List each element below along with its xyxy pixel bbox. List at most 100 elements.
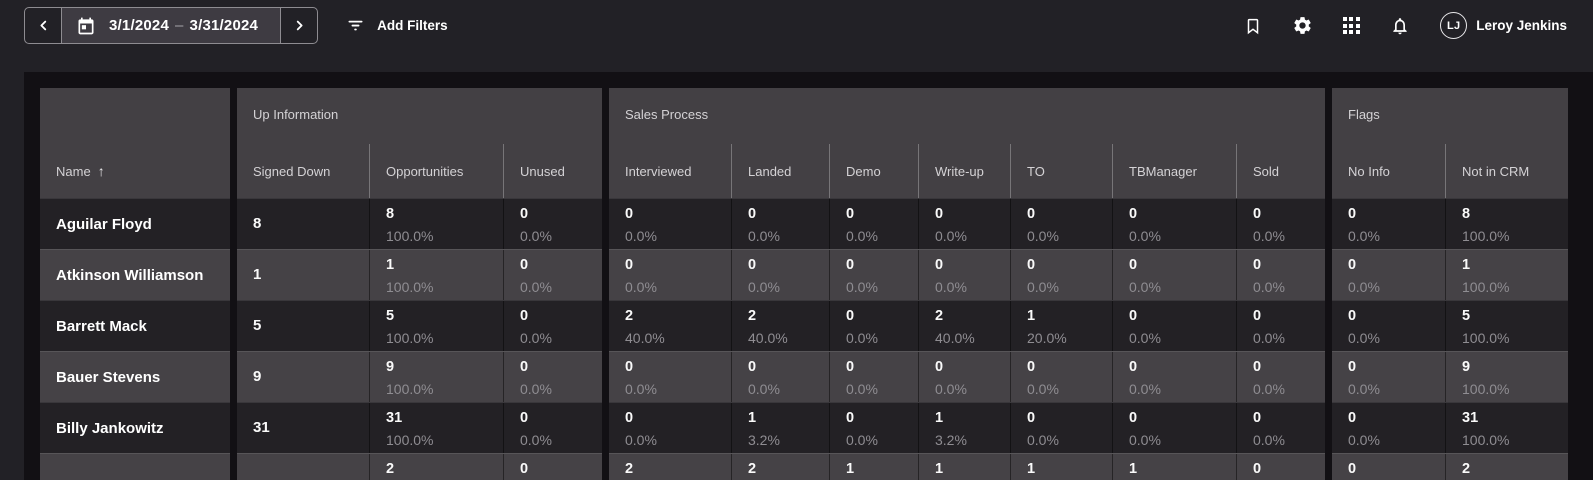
table-row[interactable]: 0 0.0% 5 100.0% [1332, 300, 1568, 351]
table-row[interactable]: 0 0.0% 0 0.0% 0 0.0% 0 0.0% 0 0.0% 0 0.0% 0 0.0% [609, 351, 1325, 402]
column-header-landed[interactable]: Landed [731, 144, 829, 198]
date-prev-button[interactable] [25, 8, 61, 43]
cell-value: 0 [1253, 410, 1262, 426]
cell-percent: 0.0% [748, 381, 780, 397]
table-row[interactable]: 0 0.0% 8 100.0% [1332, 198, 1568, 249]
cell-percent: 0.0% [1129, 330, 1161, 346]
cell-percent: 0.0% [625, 279, 657, 295]
cell-percent: 0.0% [1348, 228, 1380, 244]
cell-value: 0 [1348, 461, 1357, 477]
column-header-unused[interactable]: Unused [503, 144, 602, 198]
cell-value: 8 [253, 215, 262, 232]
cell-interviewed: 2 [609, 454, 731, 480]
table-row[interactable]: Barrett Mack [40, 300, 230, 351]
cell-write-up: 1 [918, 454, 1010, 480]
cell-percent: 100.0% [1462, 381, 1510, 397]
cell-value: 0 [846, 257, 855, 273]
cell-value: 0 [1253, 257, 1262, 273]
table-row[interactable]: 8 8 100.0% 0 0.0% [237, 198, 602, 249]
table-row[interactable]: Atkinson Williamson [40, 249, 230, 300]
cell-value: 0 [748, 206, 757, 222]
column-header-to[interactable]: TO [1010, 144, 1112, 198]
cell-value: 2 [625, 461, 634, 477]
column-header-name[interactable]: Name ↑ [40, 144, 230, 198]
cell-to: 1 20.0% [1010, 301, 1112, 351]
table-row[interactable] [40, 453, 230, 480]
cell-percent: 100.0% [1462, 228, 1510, 244]
settings-button[interactable] [1290, 14, 1314, 38]
column-header-sold[interactable]: Sold [1236, 144, 1325, 198]
cell-sold: 0 0.0% [1236, 301, 1325, 351]
avatar: LJ [1440, 12, 1468, 39]
avatar-initials: LJ [1446, 19, 1461, 32]
cell-sold: 0 0.0% [1236, 403, 1325, 453]
column-header-opportunities[interactable]: Opportunities [369, 144, 503, 198]
cell-percent: 100.0% [386, 432, 434, 448]
column-header-not-in-crm[interactable]: Not in CRM [1445, 144, 1568, 198]
cell-percent: 40.0% [625, 330, 665, 346]
user-name: Leroy Jenkins [1476, 18, 1567, 33]
cell-percent: 0.0% [935, 228, 967, 244]
cell-percent: 0.0% [520, 279, 552, 295]
table-row[interactable]: 31 31 100.0% 0 0.0% [237, 402, 602, 453]
cell-percent: 0.0% [846, 381, 878, 397]
cell-unused: 0 0.0% [503, 403, 602, 453]
cell-percent: 100.0% [386, 228, 434, 244]
table-row[interactable]: 0 0.0% 0 0.0% 0 0.0% 0 0.0% 0 0.0% 0 0.0% 0 0.0% [609, 249, 1325, 300]
cell-value: 1 [1462, 257, 1471, 273]
cell-unused: 0 [503, 454, 602, 480]
column-header-no-info[interactable]: No Info [1348, 163, 1390, 179]
cell-sold: 0 [1236, 454, 1325, 480]
add-filters-button[interactable]: Add Filters [345, 15, 448, 36]
cell-value: 0 [1129, 257, 1138, 273]
cell-percent: 100.0% [1462, 432, 1510, 448]
column-header-write-up[interactable]: Write-up [918, 144, 1010, 198]
table-row[interactable]: 2 2 1 1 1 1 0 [609, 453, 1325, 480]
date-next-button[interactable] [281, 8, 317, 43]
top-bar-actions: LJ Leroy Jenkins [1241, 12, 1567, 39]
filter-list-icon [348, 20, 363, 31]
table-row[interactable]: 0 0.0% 0 0.0% 0 0.0% 0 0.0% 0 0.0% 0 0.0% 0 0.0% [609, 198, 1325, 249]
cell-signed-down: 1 [237, 250, 369, 300]
cell-tbmanager: 0 0.0% [1112, 250, 1236, 300]
table-row[interactable]: 0 0.0% 9 100.0% [1332, 351, 1568, 402]
cell-percent: 0.0% [1253, 432, 1285, 448]
notifications-button[interactable] [1388, 14, 1412, 38]
cell-interviewed: 0 0.0% [609, 403, 731, 453]
column-header-tbmanager[interactable]: TBManager [1112, 144, 1236, 198]
date-display-button[interactable]: 3/1/2024–3/31/2024 [61, 8, 282, 43]
table-row[interactable]: 5 5 100.0% 0 0.0% [237, 300, 602, 351]
column-header-signed-down[interactable]: Signed Down [253, 163, 331, 179]
cell-percent: 0.0% [625, 432, 657, 448]
cell-value: 0 [846, 410, 855, 426]
table-row[interactable]: 9 9 100.0% 0 0.0% [237, 351, 602, 402]
cell-value: 0 [1027, 257, 1036, 273]
cell-demo: 0 0.0% [829, 352, 918, 402]
table-row[interactable]: Aguilar Floyd [40, 198, 230, 249]
cell-value: 0 [520, 410, 529, 426]
table-row[interactable]: 0 0.0% 1 3.2% 0 0.0% 1 3.2% 0 0.0% 0 0.0% 0 0.0% [609, 402, 1325, 453]
column-header-demo[interactable]: Demo [829, 144, 918, 198]
bookmark-button[interactable] [1241, 14, 1265, 38]
table-row[interactable]: Bauer Stevens [40, 351, 230, 402]
cell-not-in-crm: 5 100.0% [1445, 301, 1568, 351]
cell-tbmanager: 0 0.0% [1112, 199, 1236, 249]
apps-button[interactable] [1339, 14, 1363, 38]
cell-tbmanager: 0 0.0% [1112, 301, 1236, 351]
cell-sold: 0 0.0% [1236, 352, 1325, 402]
cell-not-in-crm: 1 100.0% [1445, 250, 1568, 300]
table-row[interactable]: Billy Jankowitz [40, 402, 230, 453]
cell-to: 0 0.0% [1010, 403, 1112, 453]
table-row[interactable]: 0 0.0% 1 100.0% [1332, 249, 1568, 300]
column-header-interviewed[interactable]: Interviewed [625, 163, 692, 179]
table-row[interactable]: 0 0.0% 31 100.0% [1332, 402, 1568, 453]
table-row[interactable]: 1 1 100.0% 0 0.0% [237, 249, 602, 300]
user-menu[interactable]: LJ Leroy Jenkins [1440, 12, 1567, 39]
cell-value: 0 [1253, 308, 1262, 324]
table-row[interactable]: 2 40.0% 2 40.0% 0 0.0% 2 40.0% 1 20.0% 0 0.0% 0 0.0% [609, 300, 1325, 351]
cell-interviewed: 2 40.0% [609, 301, 731, 351]
cell-value: 9 [253, 368, 262, 385]
cell-opportunities: 2 [369, 454, 503, 480]
